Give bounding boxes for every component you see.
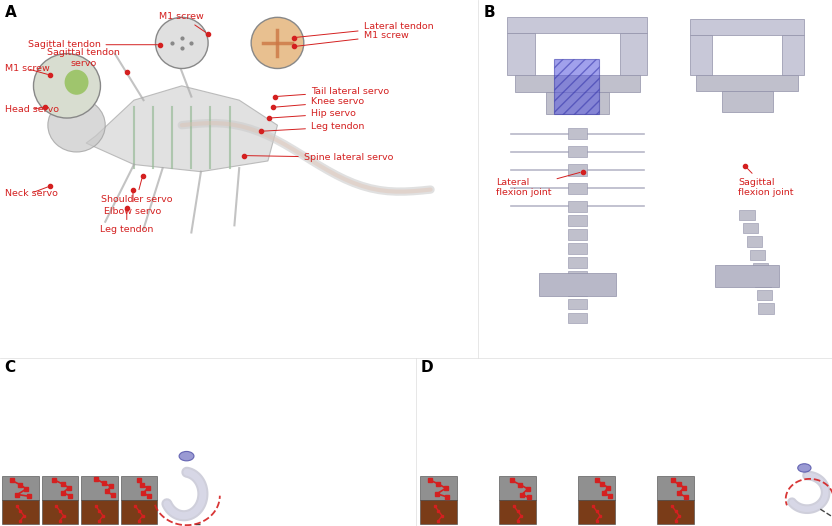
Bar xyxy=(568,146,587,157)
Ellipse shape xyxy=(33,54,101,118)
Bar xyxy=(82,500,118,524)
Bar xyxy=(757,290,772,300)
Bar xyxy=(508,16,647,33)
Bar xyxy=(568,313,587,323)
Bar xyxy=(568,271,587,281)
Bar xyxy=(2,500,38,524)
Bar xyxy=(758,304,774,313)
Bar xyxy=(568,128,587,139)
Text: Head servo: Head servo xyxy=(5,105,59,114)
Bar xyxy=(696,75,798,91)
Ellipse shape xyxy=(48,98,105,152)
Text: Lateral tendon: Lateral tendon xyxy=(297,22,433,37)
Bar xyxy=(547,92,608,114)
Circle shape xyxy=(179,451,194,461)
Text: M1 screw: M1 screw xyxy=(5,64,50,74)
Bar xyxy=(578,500,615,524)
Bar xyxy=(782,35,805,75)
Bar xyxy=(515,75,640,92)
Bar xyxy=(740,209,755,220)
Bar xyxy=(2,476,38,500)
Text: Sagittal tendon: Sagittal tendon xyxy=(27,40,157,49)
Bar xyxy=(568,285,587,296)
Text: Sagittal
flexion joint: Sagittal flexion joint xyxy=(738,168,794,197)
Bar xyxy=(478,0,832,358)
Bar xyxy=(0,0,478,358)
Text: C: C xyxy=(4,360,15,375)
Bar xyxy=(743,223,759,233)
Text: Elbow servo: Elbow servo xyxy=(104,193,161,216)
Bar xyxy=(499,500,536,524)
Bar xyxy=(0,358,416,526)
Bar xyxy=(716,265,779,287)
Circle shape xyxy=(798,464,811,472)
Bar xyxy=(568,229,587,240)
Text: B: B xyxy=(483,5,495,21)
Bar xyxy=(578,476,615,500)
Bar xyxy=(568,183,587,194)
Bar xyxy=(568,257,587,268)
Bar xyxy=(42,500,78,524)
Bar xyxy=(508,33,535,75)
Text: A: A xyxy=(5,5,17,21)
Bar xyxy=(657,500,694,524)
Text: Knee servo: Knee servo xyxy=(275,97,364,107)
Bar xyxy=(420,476,457,500)
Text: Neck servo: Neck servo xyxy=(5,187,57,198)
Text: Sagittal tendon
servo: Sagittal tendon servo xyxy=(47,48,126,72)
Bar xyxy=(753,263,768,274)
Bar xyxy=(499,476,536,500)
Polygon shape xyxy=(87,86,278,171)
Bar xyxy=(568,243,587,254)
Bar xyxy=(568,299,587,309)
Bar xyxy=(782,359,831,525)
Bar xyxy=(620,33,647,75)
Bar xyxy=(160,359,208,525)
Bar xyxy=(690,35,712,75)
Bar xyxy=(721,91,773,113)
Bar xyxy=(690,18,805,35)
Text: Leg tendon: Leg tendon xyxy=(100,211,153,234)
Bar xyxy=(420,500,457,524)
Ellipse shape xyxy=(251,17,304,68)
Text: M1 screw: M1 screw xyxy=(297,31,409,46)
Ellipse shape xyxy=(65,70,88,95)
Text: Spine lateral servo: Spine lateral servo xyxy=(247,153,394,162)
Bar xyxy=(657,476,694,500)
Text: D: D xyxy=(420,360,433,375)
Text: Hip servo: Hip servo xyxy=(272,109,356,118)
Bar xyxy=(42,476,78,500)
Bar xyxy=(538,273,617,296)
Bar xyxy=(568,200,587,212)
Bar xyxy=(747,236,762,247)
Bar xyxy=(568,165,587,176)
Text: Tail lateral servo: Tail lateral servo xyxy=(278,87,389,96)
Text: Shoulder servo: Shoulder servo xyxy=(101,179,172,204)
Text: M1 screw: M1 screw xyxy=(160,12,206,33)
Bar xyxy=(82,476,118,500)
Bar xyxy=(755,277,770,287)
Ellipse shape xyxy=(156,17,208,68)
Bar xyxy=(554,59,598,115)
Text: Leg tendon: Leg tendon xyxy=(264,123,364,132)
Text: Lateral
flexion joint: Lateral flexion joint xyxy=(496,173,580,197)
Bar xyxy=(568,215,587,226)
Bar xyxy=(121,476,157,500)
Bar xyxy=(121,500,157,524)
Bar xyxy=(416,358,832,526)
Bar xyxy=(750,250,765,260)
